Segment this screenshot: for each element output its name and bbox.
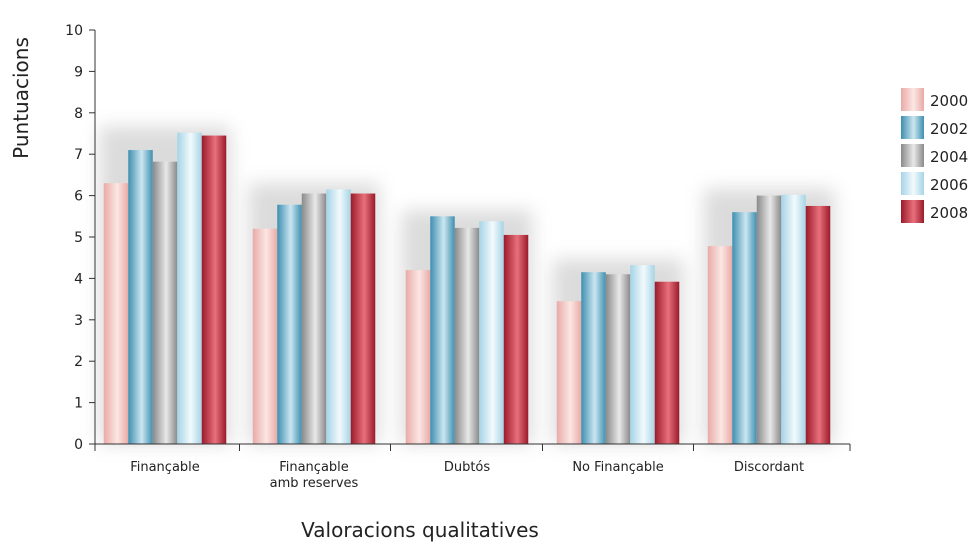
y-tick-label: 9 bbox=[74, 64, 83, 80]
legend-label-2004: 2004 bbox=[930, 148, 968, 166]
y-tick-label: 3 bbox=[74, 313, 83, 329]
y-tick-label: 7 bbox=[74, 147, 83, 163]
y-axis-ticks: 0 1 2 3 4 5 6 7 8 9 10 bbox=[65, 23, 95, 453]
legend-swatch-2002 bbox=[901, 116, 924, 139]
y-tick-label: 6 bbox=[74, 189, 83, 205]
bar-2002-4 bbox=[581, 272, 606, 444]
legend-label-2002: 2002 bbox=[930, 120, 968, 138]
bar-2006-3 bbox=[479, 221, 504, 444]
x-category-label: Finançable bbox=[130, 460, 200, 475]
legend: 2000 2002 2004 2006 2008 bbox=[901, 88, 968, 223]
x-category-label: No Finançable bbox=[572, 460, 663, 475]
bar-2006-4 bbox=[630, 265, 655, 444]
bar-2008-1 bbox=[201, 135, 227, 444]
bar-2004-5 bbox=[756, 195, 782, 444]
bar-2000-3 bbox=[405, 270, 431, 444]
bar-2002-5 bbox=[732, 212, 757, 444]
bar-2002-1 bbox=[128, 150, 153, 444]
bar-2002-3 bbox=[430, 216, 455, 444]
x-category-label: Discordant bbox=[734, 460, 804, 475]
bar-2000-1 bbox=[103, 183, 129, 444]
legend-label-2008: 2008 bbox=[930, 204, 968, 222]
bar-2002-2 bbox=[277, 204, 302, 444]
legend-swatch-2006 bbox=[901, 172, 924, 195]
x-axis-title: Valoracions qualitatives bbox=[301, 518, 539, 542]
bar-2006-2 bbox=[326, 189, 351, 444]
bar-2008-3 bbox=[503, 234, 529, 444]
bar-2006-5 bbox=[781, 194, 806, 444]
y-tick-label: 0 bbox=[74, 437, 83, 453]
y-tick-label: 2 bbox=[74, 354, 83, 370]
bar-2004-4 bbox=[605, 274, 631, 444]
bar-2004-3 bbox=[454, 227, 480, 444]
bar-2000-5 bbox=[707, 246, 733, 444]
y-tick-label: 1 bbox=[74, 396, 83, 412]
bar-2008-4 bbox=[654, 281, 680, 444]
legend-label-2000: 2000 bbox=[930, 92, 968, 110]
y-axis-title: Puntuacions bbox=[9, 37, 33, 159]
bar-2004-1 bbox=[152, 161, 178, 444]
legend-swatch-2008 bbox=[901, 200, 924, 223]
bar-2006-1 bbox=[177, 132, 202, 445]
legend-swatch-2000 bbox=[901, 88, 924, 111]
x-axis-categories: Finançable Finançable amb reserves Dubtós No… bbox=[94, 444, 851, 491]
bar-2004-2 bbox=[301, 193, 327, 444]
legend-label-2006: 2006 bbox=[930, 176, 968, 194]
y-tick-label: 4 bbox=[74, 271, 83, 287]
y-tick-label: 10 bbox=[65, 23, 83, 39]
y-tick-label: 8 bbox=[74, 106, 83, 122]
x-category-label: Finançable amb reserves bbox=[270, 460, 359, 491]
legend-swatch-2004 bbox=[901, 144, 924, 167]
bar-2000-4 bbox=[556, 301, 582, 444]
y-tick-label: 5 bbox=[74, 230, 83, 246]
x-category-label: Dubtós bbox=[444, 460, 491, 475]
bar-2008-5 bbox=[805, 205, 831, 444]
bar-2008-2 bbox=[350, 193, 376, 444]
bar-2000-2 bbox=[252, 228, 278, 444]
